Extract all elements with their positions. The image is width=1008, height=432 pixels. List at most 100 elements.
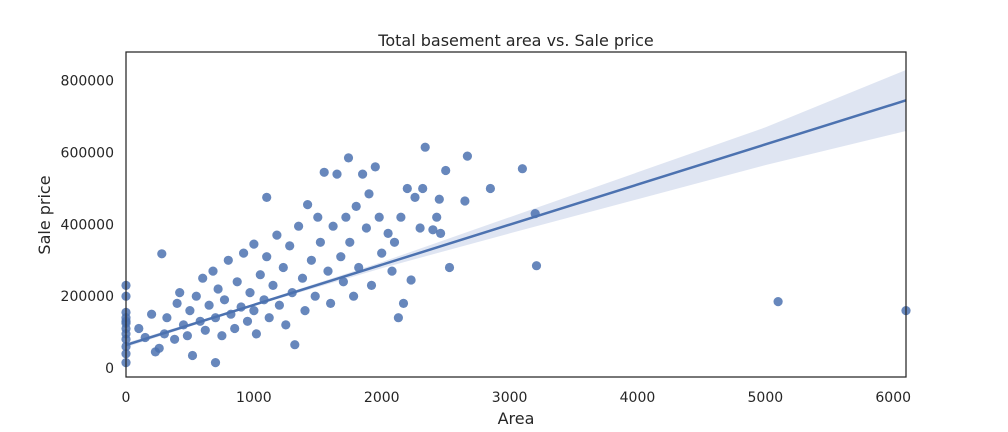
data-point (410, 192, 420, 202)
data-point (249, 306, 259, 316)
regression-line (125, 99, 907, 347)
x-tick-labels: 0 1000 2000 3000 4000 5000 6000 (122, 390, 911, 406)
data-point (262, 192, 272, 202)
data-point (182, 331, 192, 341)
data-point (210, 358, 221, 368)
data-point (462, 151, 472, 161)
y-tick-label: 400000 (61, 217, 114, 233)
data-point (349, 291, 359, 301)
data-point (170, 334, 180, 344)
data-point (219, 295, 230, 305)
x-tick-label: 3000 (492, 390, 528, 406)
data-point (773, 297, 783, 307)
y-tick-label: 800000 (61, 74, 114, 90)
data-point (418, 183, 428, 194)
x-tick-label: 0 (122, 390, 131, 406)
chart-title: Total basement area vs. Sale price (377, 31, 653, 50)
data-point (326, 298, 336, 308)
data-point (154, 343, 164, 353)
data-point (441, 165, 451, 176)
data-point (396, 212, 406, 222)
data-point (338, 277, 348, 287)
data-point (134, 323, 144, 334)
data-point (415, 223, 425, 233)
regression-layer (125, 99, 907, 347)
data-point (264, 313, 274, 323)
data-point (274, 300, 284, 310)
data-point (351, 201, 361, 211)
y-tick-label: 0 (105, 361, 114, 377)
x-tick-label: 2000 (364, 390, 400, 406)
data-point (185, 306, 195, 316)
y-tick-label: 200000 (61, 289, 114, 305)
y-axis-label: Sale price (35, 175, 54, 254)
data-point (200, 325, 210, 335)
data-point (345, 237, 355, 247)
data-point (300, 306, 310, 316)
data-point (245, 288, 255, 298)
plot-frame (125, 51, 907, 378)
x-tick-label: 6000 (875, 390, 911, 406)
data-point (436, 228, 446, 238)
data-point (191, 291, 201, 301)
data-point (249, 239, 259, 249)
data-point (366, 280, 377, 290)
data-point (323, 266, 333, 276)
data-point (281, 320, 291, 330)
data-point (389, 237, 400, 247)
data-point (387, 266, 397, 276)
data-point (157, 249, 167, 259)
data-point (310, 291, 320, 301)
data-point (306, 255, 316, 265)
data-point (332, 169, 342, 179)
data-point (242, 316, 253, 326)
data-point (336, 252, 346, 262)
data-point (432, 212, 442, 222)
data-point (315, 237, 325, 247)
data-point (232, 277, 242, 287)
data-point (444, 262, 455, 273)
data-point (328, 221, 338, 231)
data-point (364, 189, 374, 199)
data-point (434, 194, 444, 204)
data-point (223, 255, 233, 265)
data-point (398, 298, 409, 308)
data-point (290, 340, 300, 350)
data-point (374, 212, 384, 222)
data-point (251, 329, 261, 339)
data-point (255, 270, 265, 280)
data-point (341, 212, 351, 222)
x-tick-label: 5000 (748, 390, 784, 406)
data-point (208, 266, 218, 276)
data-point (262, 252, 272, 262)
data-point (172, 298, 182, 308)
points-layer (121, 142, 911, 368)
data-point (460, 196, 470, 206)
data-point (303, 200, 313, 210)
data-point (162, 313, 172, 323)
data-point (358, 169, 368, 179)
data-point (354, 262, 364, 273)
data-point (213, 284, 223, 294)
data-point (383, 228, 393, 238)
data-point (313, 212, 323, 222)
data-point (147, 309, 157, 319)
data-point (204, 300, 214, 310)
data-point (285, 241, 295, 251)
data-point (393, 313, 403, 323)
x-axis-label: Area (498, 409, 535, 428)
data-point (187, 350, 198, 361)
data-point (370, 162, 380, 172)
data-point (485, 183, 495, 194)
data-point (272, 230, 282, 240)
data-point (268, 280, 278, 290)
data-point (377, 248, 387, 258)
data-point (420, 142, 430, 152)
data-point (343, 153, 354, 163)
data-point (428, 225, 438, 235)
x-tick-label: 1000 (236, 390, 272, 406)
data-point (406, 275, 416, 285)
data-point (319, 167, 329, 177)
data-point (230, 323, 240, 334)
